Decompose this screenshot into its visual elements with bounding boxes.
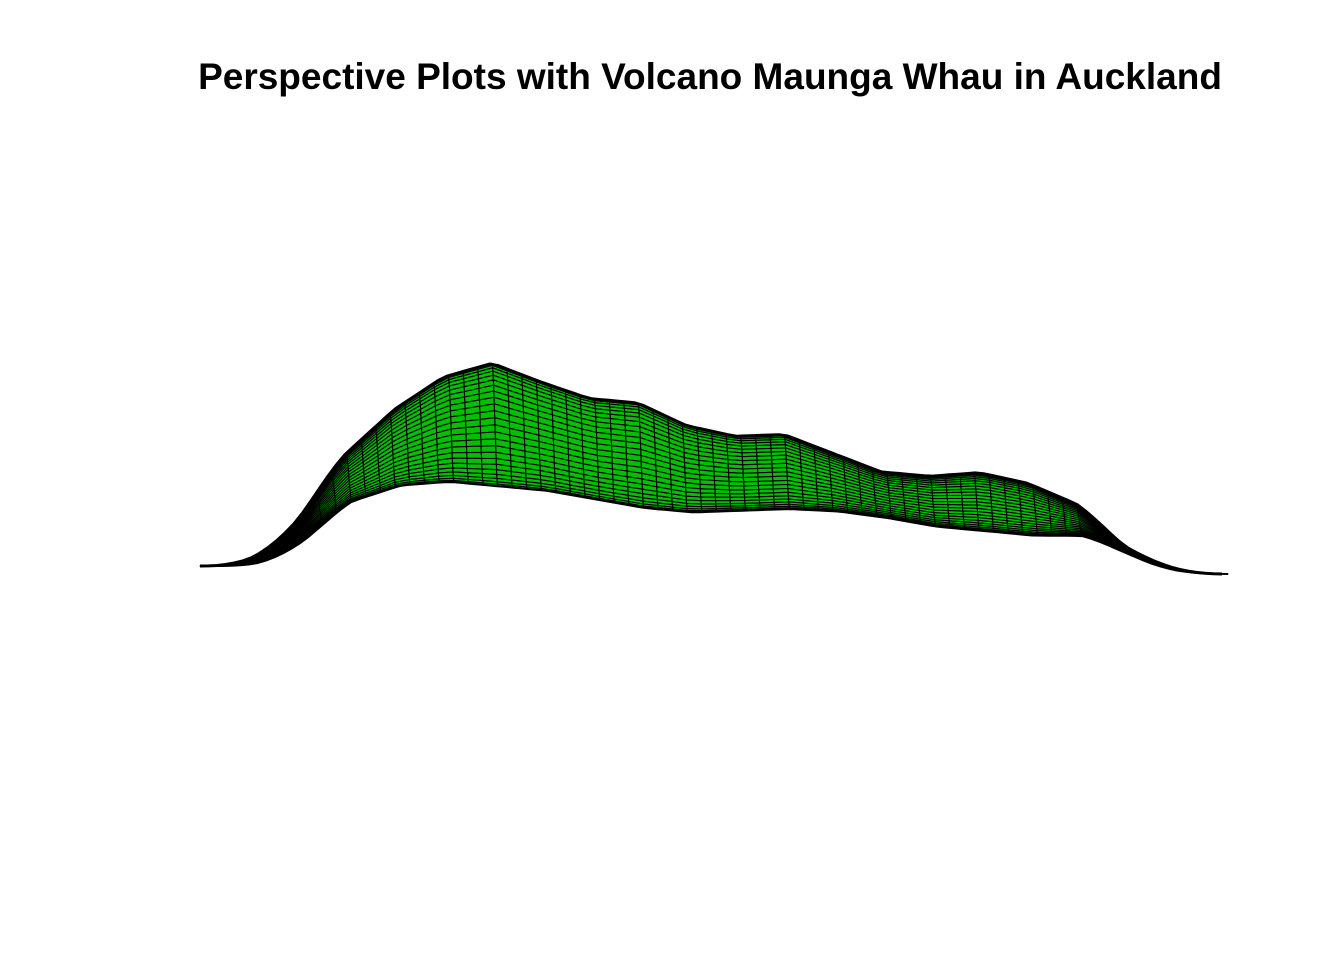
- surface-facet: [465, 439, 482, 448]
- surface-facet: [700, 496, 717, 502]
- surface-facet: [465, 445, 482, 454]
- surface-front-outline: [206, 481, 1229, 575]
- surface-facet: [481, 457, 497, 465]
- surface-facet: [451, 446, 468, 454]
- surface-facet: [480, 438, 497, 447]
- chart-title: Perspective Plots with Volcano Maunga Wh…: [198, 56, 1222, 97]
- surface-facet: [480, 451, 497, 460]
- surface-facet: [466, 451, 483, 459]
- surface-facet: [451, 452, 468, 459]
- surface-facet: [451, 439, 468, 448]
- surface-facet: [480, 445, 497, 453]
- surface-facet: [480, 431, 497, 441]
- surface-ridge-outline: [199, 362, 1223, 576]
